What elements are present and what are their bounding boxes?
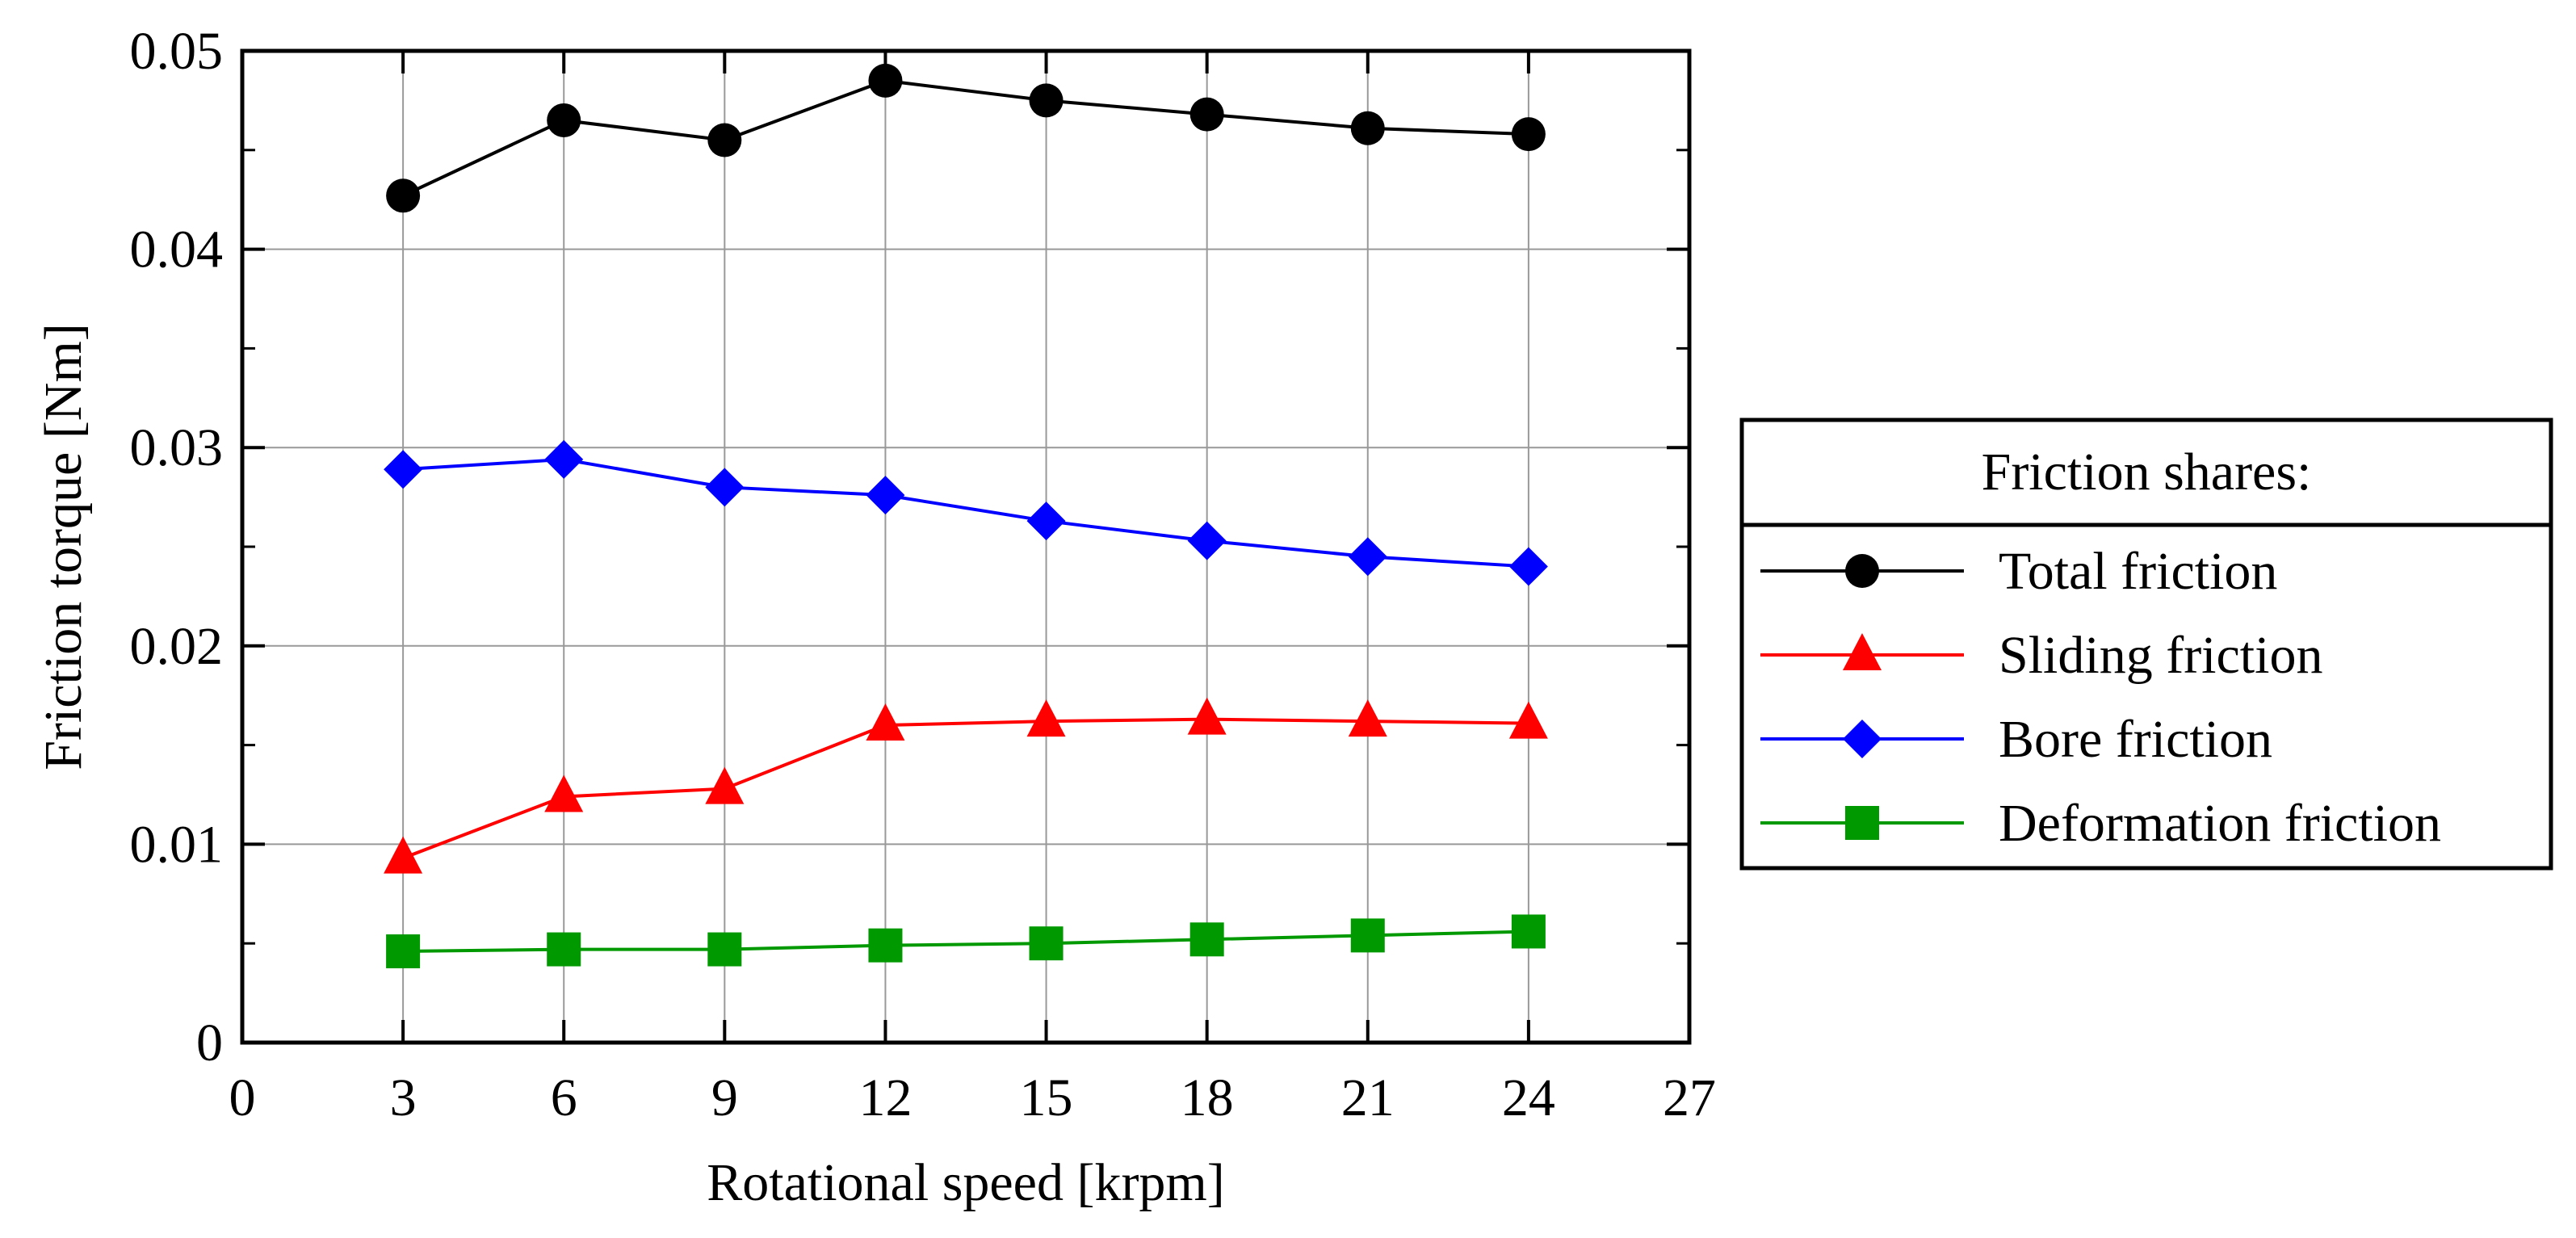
data-point-square bbox=[1350, 918, 1385, 953]
data-point-square bbox=[707, 932, 742, 967]
legend-swatch-marker bbox=[1845, 806, 1879, 840]
data-point-circle bbox=[386, 178, 421, 213]
x-tick-label: 18 bbox=[1181, 1068, 1234, 1127]
legend-label: Sliding friction bbox=[1999, 626, 2322, 685]
x-tick-label: 0 bbox=[229, 1068, 256, 1127]
series-total-friction bbox=[386, 63, 1546, 213]
data-point-triangle bbox=[705, 766, 745, 804]
y-tick-label: 0.05 bbox=[130, 22, 224, 81]
legend-entries: Total friction Sliding friction Bore frict… bbox=[1760, 542, 2441, 853]
y-tick-label: 0.02 bbox=[130, 617, 224, 676]
data-point-diamond bbox=[544, 439, 584, 479]
legend-entry-deformation-friction: Deformation friction bbox=[1760, 794, 2441, 853]
series-line bbox=[402, 457, 1529, 569]
plot-area-frame bbox=[240, 48, 1692, 1045]
data-point-triangle bbox=[1348, 699, 1387, 737]
x-tick-label: 12 bbox=[858, 1068, 912, 1127]
legend-swatch-marker bbox=[1843, 633, 1882, 670]
data-point-square bbox=[547, 932, 581, 967]
legend-frame bbox=[1739, 418, 2553, 871]
data-point-triangle bbox=[1508, 701, 1548, 739]
data-point-square bbox=[868, 928, 903, 963]
x-axis-tick-labels: 0 3 6 9 12 15 18 21 24 27 bbox=[229, 1068, 1717, 1127]
y-tick-label: 0 bbox=[196, 1013, 223, 1072]
axis-ticks bbox=[242, 49, 1689, 1044]
x-tick-label: 15 bbox=[1020, 1068, 1073, 1127]
legend-swatch-marker bbox=[1845, 554, 1879, 588]
data-point-diamond bbox=[1187, 521, 1227, 560]
legend-title: Friction shares: bbox=[1982, 443, 2312, 501]
data-point-triangle bbox=[866, 703, 905, 741]
series-line bbox=[402, 717, 1529, 860]
data-point-square bbox=[1029, 926, 1064, 961]
series-deformation-friction bbox=[386, 914, 1546, 969]
legend-label: Total friction bbox=[1999, 542, 2277, 601]
legend-label: Deformation friction bbox=[1999, 794, 2441, 853]
data-point-diamond bbox=[384, 450, 423, 489]
x-tick-label: 21 bbox=[1341, 1068, 1395, 1127]
legend-label: Bore friction bbox=[1999, 710, 2272, 769]
series-bore-friction bbox=[384, 439, 1548, 586]
data-point-circle bbox=[868, 63, 903, 98]
legend-entry-total-friction: Total friction bbox=[1760, 542, 2277, 601]
x-tick-label: 27 bbox=[1663, 1068, 1716, 1127]
data-point-diamond bbox=[1508, 547, 1548, 586]
x-tick-label: 3 bbox=[390, 1068, 417, 1127]
data-point-square bbox=[386, 934, 421, 969]
y-tick-label: 0.01 bbox=[130, 815, 224, 874]
x-tick-label: 9 bbox=[711, 1068, 738, 1127]
y-axis-tick-labels: 0 0.01 0.02 0.03 0.04 0.05 bbox=[130, 22, 224, 1072]
legend-swatch-marker bbox=[1843, 720, 1882, 758]
series-line bbox=[402, 78, 1529, 198]
y-tick-label: 0.03 bbox=[130, 418, 224, 477]
series-line bbox=[403, 930, 1529, 954]
y-axis-title: Friction torque [Nm] bbox=[34, 323, 93, 770]
data-point-circle bbox=[707, 123, 742, 157]
grid-lines bbox=[242, 51, 1689, 1043]
data-point-diamond bbox=[1348, 537, 1387, 577]
data-point-circle bbox=[1350, 111, 1385, 145]
x-axis-title: Rotational speed [krpm] bbox=[707, 1153, 1225, 1212]
data-point-circle bbox=[1511, 117, 1546, 152]
legend-entry-sliding-friction: Sliding friction bbox=[1760, 626, 2322, 685]
data-point-diamond bbox=[705, 468, 745, 507]
y-tick-label: 0.04 bbox=[130, 220, 224, 279]
data-point-square bbox=[1511, 914, 1546, 949]
data-series bbox=[384, 63, 1548, 969]
legend-entry-bore-friction: Bore friction bbox=[1760, 710, 2272, 769]
data-point-circle bbox=[1189, 97, 1224, 132]
data-point-square bbox=[1189, 922, 1224, 957]
legend: Friction shares: Total friction Sliding f… bbox=[1739, 418, 2553, 871]
data-point-triangle bbox=[1026, 699, 1066, 737]
data-point-triangle bbox=[544, 774, 584, 812]
data-point-circle bbox=[547, 103, 581, 137]
data-point-triangle bbox=[384, 836, 423, 874]
data-point-diamond bbox=[866, 476, 905, 515]
data-point-diamond bbox=[1026, 501, 1066, 541]
x-tick-label: 6 bbox=[551, 1068, 577, 1127]
data-point-circle bbox=[1029, 83, 1064, 118]
data-point-triangle bbox=[1187, 697, 1227, 735]
series-sliding-friction bbox=[384, 697, 1548, 874]
x-tick-label: 24 bbox=[1502, 1068, 1555, 1127]
